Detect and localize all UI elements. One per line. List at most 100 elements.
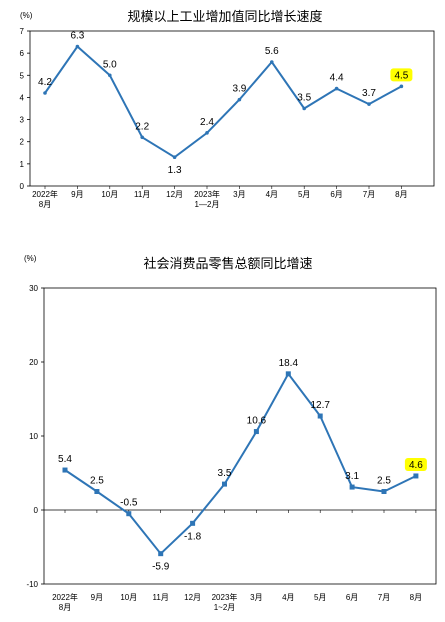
y-tick-label: 4: [20, 93, 25, 102]
x-tick-label: 9月: [91, 593, 103, 602]
x-tick-label: 7月: [363, 190, 375, 199]
data-label: 4.5: [394, 70, 408, 81]
data-point: [62, 467, 68, 473]
x-tick-label: 2023年: [212, 592, 238, 602]
x-tick-label: 12月: [166, 190, 183, 199]
data-point: [317, 413, 323, 419]
data-label: 5.0: [103, 59, 117, 70]
y-tick-label: 10: [29, 432, 38, 441]
data-label: 4.6: [409, 460, 423, 471]
data-label: 18.4: [279, 358, 299, 369]
chart-title: 社会消费品零售总额同比增速: [143, 256, 312, 271]
data-point: [270, 60, 274, 64]
data-label: 3.1: [345, 471, 359, 482]
highlight-box: [404, 457, 427, 471]
series-line: [44, 45, 402, 159]
x-tick-label: 12月: [184, 593, 201, 602]
y-unit-label: (%): [24, 254, 37, 263]
data-label: 12.7: [310, 400, 330, 411]
data-point: [126, 511, 132, 517]
data-label: 4.2: [38, 77, 52, 88]
x-tick-label: 11月: [153, 593, 169, 602]
data-label: 1.3: [168, 165, 182, 176]
data-point: [237, 97, 242, 102]
data-point: [222, 481, 227, 487]
data-point: [43, 91, 47, 95]
data-label: 2.5: [377, 476, 391, 487]
y-unit-label: (%): [20, 11, 33, 20]
x-tick-label: 5月: [314, 593, 326, 602]
data-label: 2.4: [200, 117, 214, 128]
x-tick-label: 10月: [120, 593, 137, 602]
data-label: -0.5: [120, 498, 138, 509]
y-tick-label: 3: [20, 116, 25, 125]
data-label: 3.5: [297, 93, 311, 104]
y-tick-label: 1: [20, 160, 25, 169]
x-tick-label: 4月: [282, 593, 294, 602]
data-point: [381, 489, 387, 494]
y-tick-label: -10: [26, 580, 38, 589]
data-label: -5.9: [152, 562, 170, 573]
data-point: [140, 135, 144, 140]
x-tick-label: 1~2月: [214, 603, 236, 612]
plot-frame: [29, 30, 435, 187]
data-label: 3.9: [232, 84, 246, 95]
data-point: [349, 484, 355, 490]
data-label: 10.6: [247, 416, 267, 427]
x-tick-label: 6月: [346, 593, 358, 602]
data-point: [158, 551, 164, 557]
data-point: [205, 131, 209, 135]
data-label: 3.7: [362, 88, 376, 99]
data-label: 3.5: [218, 468, 232, 479]
data-label: 6.3: [70, 31, 84, 42]
data-point: [94, 489, 100, 494]
x-tick-label: 3月: [233, 190, 245, 199]
x-tick-label: 11月: [134, 190, 150, 199]
x-tick-label: 8月: [395, 190, 407, 199]
x-tick-label: 4月: [266, 190, 278, 199]
data-label: 5.4: [58, 454, 72, 465]
x-tick-label: 8月: [59, 603, 71, 612]
y-tick-label: 2: [20, 138, 25, 147]
data-label: 2.2: [135, 121, 149, 132]
x-tick-label: 8月: [39, 200, 51, 209]
x-tick-label: 9月: [71, 190, 83, 199]
y-tick-label: 6: [20, 49, 25, 58]
data-point: [75, 44, 80, 49]
data-label: 5.6: [265, 46, 279, 57]
data-point: [413, 473, 419, 479]
x-tick-label: 6月: [330, 190, 342, 199]
series-line: [64, 371, 417, 556]
y-tick-label: 30: [29, 284, 38, 293]
x-tick-label: 10月: [101, 190, 118, 199]
retail-sales-growth-chart: 社会消费品零售总额同比增速 (%) -10 0 10 20 30 2022年 8月 9月 10月…: [0, 232, 445, 622]
data-label: 4.4: [330, 73, 344, 84]
y-tick-label: 0: [34, 506, 39, 515]
chart-title: 规模以上工业增加值同比增长速度: [127, 9, 322, 24]
data-point: [367, 102, 371, 106]
data-point: [399, 84, 404, 89]
y-tick-label: 7: [20, 27, 25, 36]
data-label: 2.5: [90, 476, 104, 487]
x-tick-label: 8月: [410, 593, 422, 602]
industrial-growth-chart: 规模以上工业增加值同比增长速度 (%) 0 1 2 3 4 5 6 7 2022年 8月 9月 10月…: [0, 0, 445, 222]
data-point: [302, 106, 307, 111]
data-point: [190, 520, 196, 526]
x-tick-label: 2022年: [32, 189, 58, 199]
x-tick-label: 2022年: [52, 592, 78, 602]
y-tick-label: 5: [20, 71, 25, 80]
y-tick-label: 20: [29, 358, 38, 367]
x-tick-label: 3月: [250, 593, 262, 602]
highlight-box: [390, 68, 413, 82]
data-point: [172, 155, 177, 160]
x-tick-label: 2023年: [194, 189, 220, 199]
x-tick-label: 1—2月: [195, 200, 220, 209]
data-point: [285, 371, 291, 377]
data-point: [253, 429, 259, 435]
data-point: [108, 73, 112, 78]
data-point: [334, 86, 339, 91]
